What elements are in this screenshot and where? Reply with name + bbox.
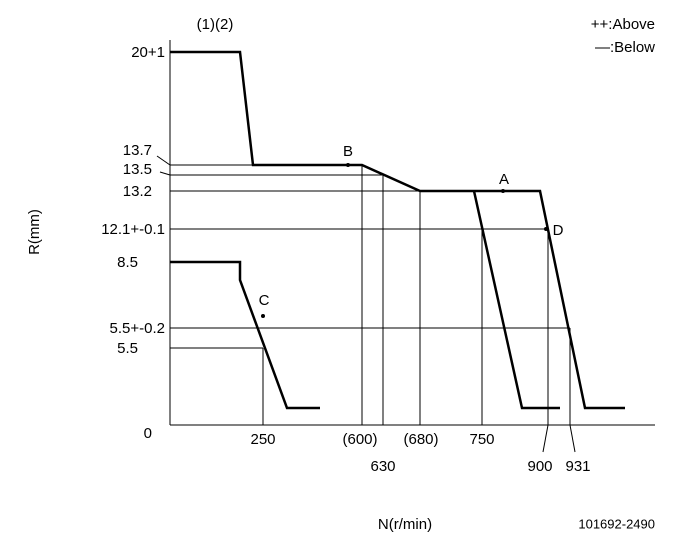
y-label: 5.5+-0.2: [110, 320, 165, 337]
point-label: B: [343, 143, 353, 160]
curve-low: [170, 260, 320, 410]
y-label: 8.5: [117, 254, 138, 271]
y-title: R(mm): [26, 209, 43, 255]
point-label: D: [553, 222, 564, 239]
point-label: C: [259, 292, 270, 309]
x-label: 931: [565, 458, 590, 475]
x-label: 250: [250, 431, 275, 448]
leader-line: [159, 171, 171, 176]
leader-line: [156, 155, 171, 166]
leader-line: [569, 424, 576, 453]
x-label: 630: [370, 458, 395, 475]
leader-line: [542, 424, 549, 453]
y-label: 20+1: [131, 44, 165, 61]
x-label: 750: [469, 431, 494, 448]
point-marker: [346, 163, 350, 167]
y-label: 12.1+-0.1: [101, 221, 165, 238]
point-marker: [544, 227, 548, 231]
point-label: A: [499, 171, 509, 188]
point-marker: [261, 314, 265, 318]
point-marker: [501, 189, 505, 193]
y-label: 0: [144, 425, 152, 442]
code: 101692-2490: [578, 516, 655, 531]
y-label: 13.2: [123, 183, 152, 200]
x-title: N(r/min): [378, 516, 432, 533]
y-label: 13.5: [123, 161, 152, 178]
legend-below: —:Below: [595, 39, 655, 56]
x-label: (680): [403, 431, 438, 448]
legend-above: ++:Above: [591, 16, 655, 33]
curve-main: [170, 50, 625, 410]
x-label: (600): [342, 431, 377, 448]
reference-lines: [156, 155, 576, 453]
curve-secondary: [472, 190, 560, 410]
y-label: 5.5: [117, 340, 138, 357]
x-label: 900: [527, 458, 552, 475]
y-label: 13.7: [123, 142, 152, 159]
curve-labels: (1)(2): [197, 16, 234, 33]
